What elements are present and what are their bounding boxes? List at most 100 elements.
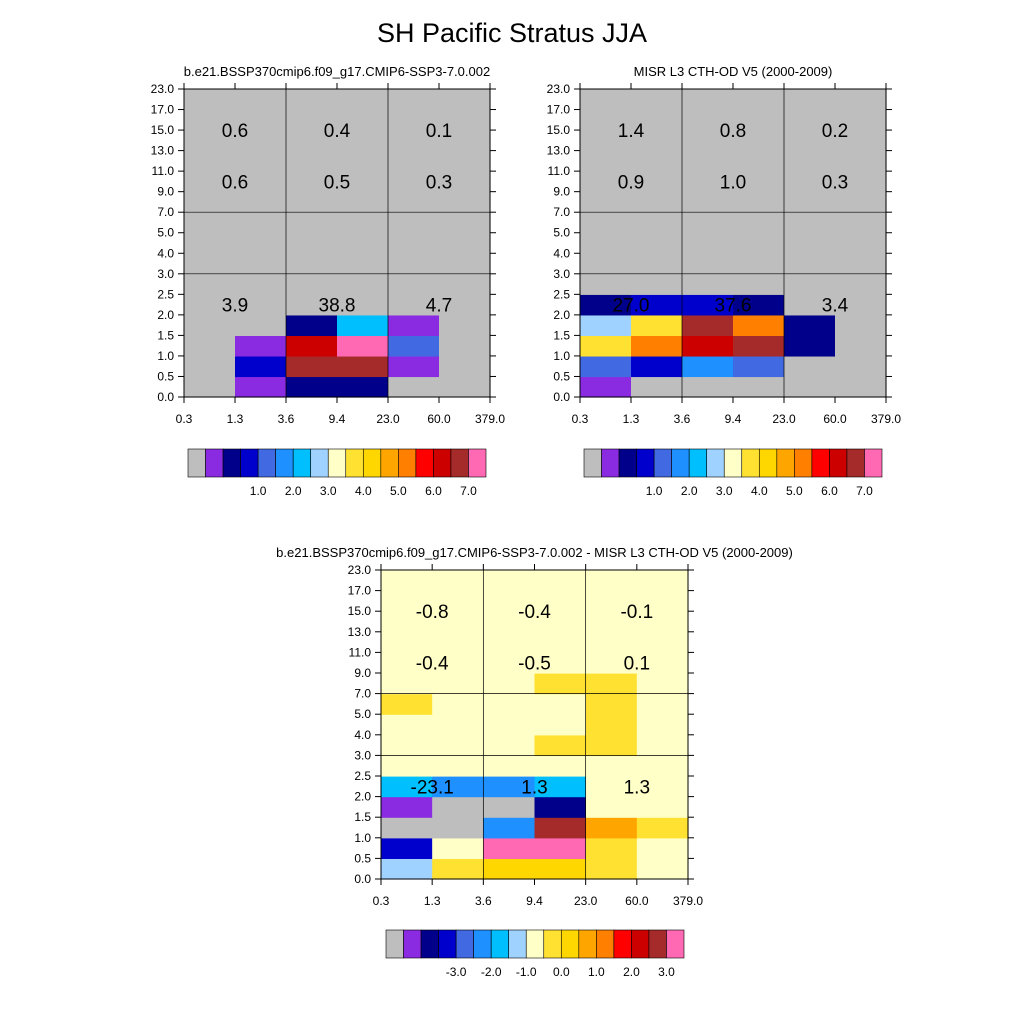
heatmap-cell xyxy=(733,376,785,398)
heatmap-cell xyxy=(534,570,587,592)
heatmap-cell xyxy=(483,673,536,695)
heatmap-cell xyxy=(534,734,587,756)
heatmap-cell xyxy=(388,273,440,295)
heatmap-cell xyxy=(337,130,389,152)
heatmap-cell xyxy=(585,776,638,798)
heatmap-cell xyxy=(835,376,887,398)
box-value-label: 0.5 xyxy=(324,172,350,193)
colorbar-swatch xyxy=(420,929,439,959)
box-value-label: 3.4 xyxy=(822,296,849,317)
y-tick-label: 11.0 xyxy=(349,645,372,659)
box-value-label: -0.4 xyxy=(416,654,449,675)
heatmap-cell xyxy=(534,652,587,674)
heatmap-cell xyxy=(483,714,536,736)
heatmap-cell xyxy=(439,335,491,357)
heatmap-cell xyxy=(636,652,689,674)
heatmap-cell xyxy=(235,89,287,111)
x-axis: 0.3 1.3 3.6 9.4 23.0 60.0 379.0 xyxy=(572,83,901,426)
heatmap-cell xyxy=(483,776,536,798)
x-tick-label: 9.4 xyxy=(526,894,543,908)
y-tick-label: 1.5 xyxy=(553,328,570,342)
heatmap-cell xyxy=(631,191,683,213)
y-tick-label: 11.0 xyxy=(548,164,571,178)
heatmap-cell xyxy=(580,191,632,213)
heatmap-cell xyxy=(733,355,785,378)
heatmap-cell xyxy=(835,355,887,378)
heatmap-cell xyxy=(439,171,491,193)
heatmap-cell xyxy=(184,89,236,111)
heatmap-cell xyxy=(733,314,785,336)
box-value-label: 0.1 xyxy=(426,121,452,142)
colorbar-label: 5.0 xyxy=(390,484,407,498)
heatmap-cell xyxy=(337,273,389,295)
heatmap-cell xyxy=(235,212,287,234)
heatmap-cell xyxy=(235,314,287,336)
heatmap-cell xyxy=(388,294,440,316)
heatmap-cell xyxy=(483,837,536,859)
heatmap-cell xyxy=(286,191,338,213)
heatmap-cell xyxy=(337,191,389,213)
heatmap-cell xyxy=(235,150,287,172)
y-tick-label: 1.5 xyxy=(157,328,174,342)
box-value-label: 1.3 xyxy=(624,777,650,798)
heatmap-cell xyxy=(682,130,734,152)
heatmap-cell xyxy=(388,171,440,193)
colorbar: 1.0 2.0 3.0 4.0 5.0 6.0 7.0 xyxy=(187,448,487,498)
heatmap-cell xyxy=(585,631,638,653)
colorbar-swatch xyxy=(741,448,760,478)
colorbar-swatch xyxy=(864,448,883,478)
heatmap-cell xyxy=(534,796,587,818)
y-tick-label: 1.5 xyxy=(354,810,371,824)
colorbar-label: 2.0 xyxy=(681,484,698,498)
heatmap-cell xyxy=(636,714,689,736)
heatmap-cell xyxy=(733,130,785,152)
box-dividers xyxy=(381,570,688,879)
y-tick-label: 0.5 xyxy=(354,851,371,865)
heatmap-cell xyxy=(388,150,440,172)
heatmap-cell xyxy=(235,130,287,152)
colorbar-swatch xyxy=(543,929,562,959)
heatmap-cell xyxy=(388,212,440,234)
heatmap-cell xyxy=(580,171,632,193)
heatmap-cell xyxy=(388,355,440,378)
y-tick-label: 2.5 xyxy=(553,287,570,301)
heatmap-cell xyxy=(286,294,338,316)
box-dividers xyxy=(580,89,886,397)
heatmap-cell xyxy=(337,355,389,378)
heatmap-cell xyxy=(483,796,536,818)
heatmap-cell xyxy=(784,212,836,234)
colorbar: 1.0 2.0 3.0 4.0 5.0 6.0 7.0 xyxy=(583,448,883,498)
heatmap-cell xyxy=(580,355,632,378)
colorbar-label: 1.0 xyxy=(588,965,605,979)
heatmap-cell xyxy=(388,109,440,131)
y-tick-label: 4.0 xyxy=(157,246,174,260)
colorbar-label: 6.0 xyxy=(821,484,838,498)
y-tick-label: 9.0 xyxy=(354,666,371,680)
heatmap-cell xyxy=(184,376,236,398)
heatmap-cell xyxy=(636,796,689,818)
heatmap-cell xyxy=(682,355,734,378)
colorbar-swatch xyxy=(758,448,778,478)
y-tick-label: 13.0 xyxy=(547,144,571,158)
colorbar-swatch xyxy=(403,929,422,959)
heatmap-cell xyxy=(235,171,287,193)
heatmap-cell xyxy=(585,714,638,736)
colorbar-swatch xyxy=(275,448,294,478)
heatmap-cell xyxy=(286,130,338,152)
heatmap-cell xyxy=(835,294,887,316)
heatmap-cell xyxy=(286,212,338,234)
heatmap-cell xyxy=(432,673,484,695)
heatmap-cell xyxy=(835,335,887,357)
heatmap-cell xyxy=(439,294,491,316)
heatmap-cell xyxy=(784,171,836,193)
heatmap-cell xyxy=(585,693,638,715)
heatmap-cell xyxy=(439,253,491,275)
heatmap-cell xyxy=(184,314,236,336)
colorbar-swatch xyxy=(257,448,276,478)
y-tick-label: 5.0 xyxy=(354,707,371,721)
heatmap-cell xyxy=(388,376,440,398)
heatmap-cell xyxy=(483,817,536,839)
colorbar-swatch xyxy=(433,448,452,478)
heatmap-cell xyxy=(432,776,484,798)
heatmap-cell xyxy=(585,570,638,592)
